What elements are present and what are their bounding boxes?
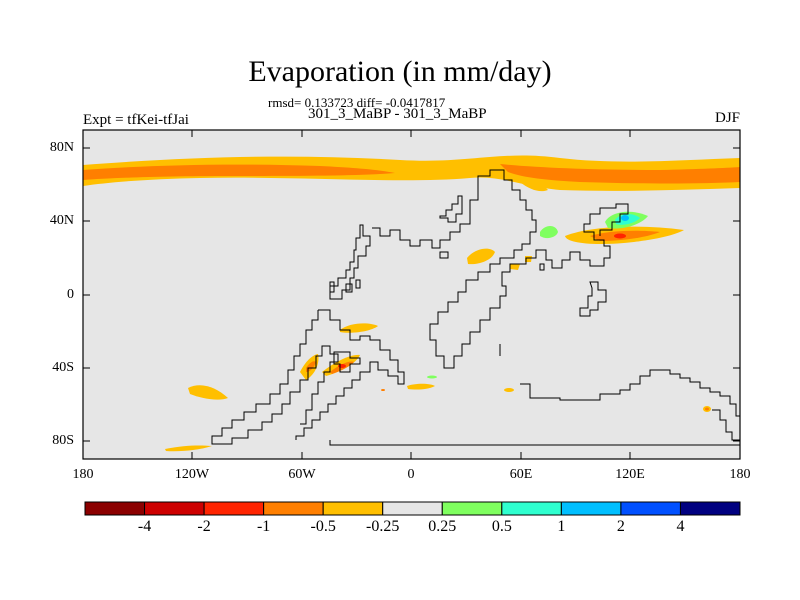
colorbar-swatch xyxy=(560,501,622,516)
colorbar-swatch xyxy=(382,501,443,516)
lon-label-120e: 120E xyxy=(615,467,645,482)
colorbar-label: 0.25 xyxy=(428,518,457,535)
colorbar-label: -2 xyxy=(197,518,211,535)
lat-label-0: 0 xyxy=(67,287,74,302)
colorbar xyxy=(84,501,741,516)
lat-label-80s: 80S xyxy=(52,433,74,448)
colorbar-label: -0.25 xyxy=(366,518,400,535)
asia-anomaly-patches xyxy=(467,211,684,270)
colorbar-swatch xyxy=(441,501,503,516)
colorbar-swatch xyxy=(322,501,384,516)
colorbar-swatch xyxy=(144,501,205,516)
lon-label-60w: 60W xyxy=(288,467,316,482)
lon-label-120w: 120W xyxy=(174,467,210,482)
colorbar-swatch xyxy=(501,501,562,516)
lon-label-180w: 180 xyxy=(72,467,94,482)
coastlines xyxy=(211,169,741,446)
lat-label-40n: 40N xyxy=(49,213,74,228)
colorbar-label: 0.5 xyxy=(491,518,512,535)
colorbar-label: 1 xyxy=(557,518,566,535)
season-label: DJF xyxy=(714,110,740,126)
runs-line: 301_3_MaBP - 301_3_MaBP xyxy=(308,106,487,122)
colorbar-swatch xyxy=(620,501,681,516)
colorbar-swatch xyxy=(84,501,146,516)
southern-anomaly-patches xyxy=(165,323,711,452)
experiment-label: Expt = tfKei-tfJai xyxy=(83,112,189,128)
northern-anomaly-band xyxy=(83,155,740,192)
lat-label-80n: 80N xyxy=(49,140,74,155)
colorbar-swatch xyxy=(203,501,265,516)
colorbar-label: -0.5 xyxy=(310,518,336,535)
latitude-ticks xyxy=(83,147,740,442)
colorbar-label: 4 xyxy=(676,518,685,535)
map-title: Evaporation (in mm/day) xyxy=(248,55,552,88)
lat-label-40s: 40S xyxy=(52,360,74,375)
colorbar-label: -1 xyxy=(256,518,271,535)
longitude-ticks xyxy=(191,130,631,459)
colorbar-label: -4 xyxy=(137,518,152,535)
colorbar-swatch xyxy=(263,501,324,516)
lon-label-0: 0 xyxy=(407,467,415,482)
lon-label-60e: 60E xyxy=(509,467,533,482)
colorbar-swatch xyxy=(679,501,741,516)
colorbar-label: 2 xyxy=(616,518,625,535)
stats-line: rmsd= 0.133723 diff= -0.0417817 xyxy=(268,95,446,110)
lon-label-180e: 180 xyxy=(729,467,751,482)
